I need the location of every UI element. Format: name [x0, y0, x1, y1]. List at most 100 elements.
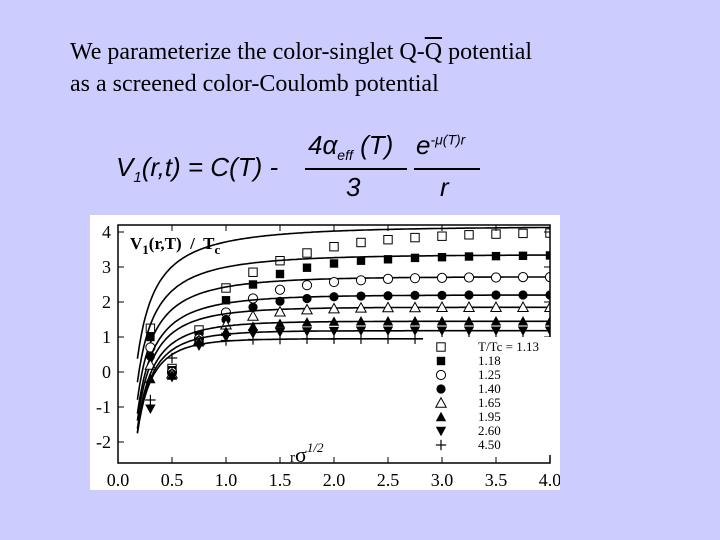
data-point	[464, 290, 474, 300]
x-tick-label: 2.0	[323, 470, 346, 490]
data-point	[301, 317, 313, 327]
y-tick-label: -2	[96, 432, 111, 452]
data-point	[435, 411, 447, 422]
chart-title-v: V	[130, 234, 143, 253]
data-point	[248, 302, 258, 312]
fit-curve	[136, 294, 550, 414]
data-point	[409, 326, 421, 336]
data-point	[518, 290, 528, 300]
data-point	[517, 272, 529, 283]
formula-num-post: (T)	[352, 130, 394, 160]
data-point	[328, 316, 340, 326]
data-point	[275, 296, 285, 306]
legend-label: 1.40	[478, 381, 501, 396]
data-point	[436, 272, 448, 283]
legend-label: 1.25	[478, 367, 501, 382]
x-tick-label: 1.0	[215, 470, 238, 490]
data-point	[300, 303, 314, 315]
data-point	[273, 305, 287, 317]
data-point	[435, 369, 447, 381]
data-point	[518, 228, 528, 239]
potential-formula: V1(r,t) = C(T) - 4αeff (T) e-μ(T)r 3 r	[110, 130, 510, 210]
y-tick-label: 3	[102, 257, 111, 277]
data-point	[436, 316, 448, 326]
heading-line-2: as a screened color-Coulomb potential	[70, 71, 439, 97]
formula-v: V	[116, 152, 134, 182]
x-tick-label: 1.5	[269, 470, 292, 490]
formula-num-pre: 4α	[308, 130, 338, 160]
formula-numerator: 4αeff (T)	[308, 130, 393, 163]
legend-label: 1.18	[478, 353, 501, 368]
data-point	[382, 316, 394, 326]
data-point	[274, 284, 286, 295]
data-point	[301, 280, 313, 291]
plot-area	[136, 226, 550, 434]
data-point	[356, 237, 366, 248]
data-point	[327, 302, 341, 314]
chart-title-mid: (r,T) / T	[149, 234, 215, 253]
data-point	[382, 273, 394, 285]
data-point	[247, 321, 259, 331]
data-point	[383, 291, 393, 301]
x-tick-label: 2.5	[377, 470, 400, 490]
data-point	[302, 293, 312, 304]
data-point	[248, 280, 258, 289]
formula-exp-base: e	[416, 130, 431, 160]
data-point	[464, 230, 474, 240]
data-point	[489, 301, 503, 312]
legend-label: 1.65	[478, 395, 501, 410]
data-point	[434, 396, 448, 408]
data-point	[302, 248, 312, 258]
data-point	[410, 290, 420, 300]
data-point	[491, 290, 501, 300]
data-point	[328, 326, 340, 337]
data-point	[246, 309, 260, 321]
fit-curve	[136, 226, 550, 359]
data-point	[543, 301, 550, 312]
data-point	[463, 272, 475, 283]
x-tick-label: 4.0	[539, 470, 560, 490]
data-point	[436, 384, 446, 394]
data-point	[410, 232, 420, 243]
data-point	[545, 290, 550, 300]
data-point	[247, 293, 259, 304]
formula-v-sub: 1	[133, 169, 142, 187]
formula-num-sub: eff	[337, 147, 353, 164]
data-point	[302, 263, 312, 272]
fraction-bar-2	[414, 168, 480, 170]
data-point	[301, 327, 313, 337]
data-point	[435, 301, 449, 312]
data-point	[490, 326, 502, 336]
data-point	[356, 256, 366, 265]
y-tick-label: 4	[102, 222, 111, 242]
data-point	[517, 316, 529, 326]
data-point	[436, 326, 448, 336]
legend-label: 2.60	[478, 423, 501, 438]
chart-title-subc: c	[214, 242, 220, 257]
fit-curve	[136, 306, 550, 421]
data-point	[544, 316, 550, 326]
data-point	[463, 326, 475, 336]
data-point	[329, 242, 339, 252]
heading-line-1-post: potential	[442, 39, 533, 65]
data-point	[464, 252, 474, 261]
data-point	[545, 251, 550, 260]
data-point	[355, 326, 367, 336]
data-point	[355, 275, 367, 286]
data-point	[382, 326, 394, 336]
heading-qbar: Q	[424, 39, 443, 65]
data-point	[248, 267, 258, 277]
data-point	[274, 318, 286, 328]
legend-label: 1.95	[478, 409, 501, 424]
y-tick-label: 0	[102, 362, 111, 382]
y-tick-label: -1	[96, 397, 111, 417]
data-point	[383, 255, 393, 264]
data-point	[490, 316, 502, 326]
x-label-sigma: σ	[295, 442, 307, 467]
fit-curve	[136, 276, 550, 400]
data-point	[409, 273, 421, 284]
data-point	[544, 326, 550, 336]
data-point	[145, 404, 156, 414]
data-point	[221, 296, 231, 305]
data-point	[435, 426, 447, 437]
